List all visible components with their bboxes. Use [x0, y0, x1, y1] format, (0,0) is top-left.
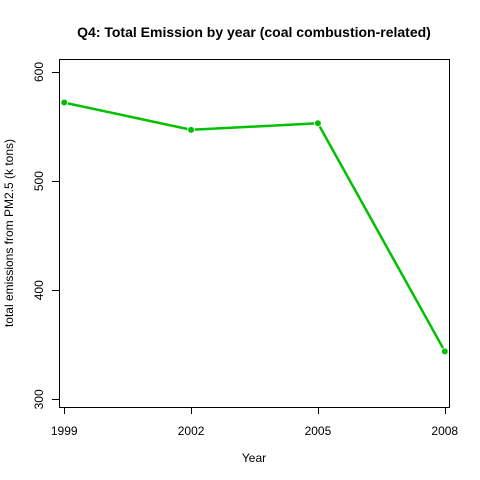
x-tick-label-2002: 2002	[178, 424, 205, 438]
data-point-2008	[440, 347, 449, 356]
x-axis: 1999 2002 2005 2008	[51, 407, 458, 438]
x-tick-label-2008: 2008	[431, 424, 458, 438]
y-tick-label-600: 600	[32, 62, 46, 82]
data-point-2005	[314, 119, 322, 128]
data-point-2002	[187, 126, 195, 134]
y-tick-label-400: 400	[32, 280, 46, 300]
series-line-0	[63, 101, 446, 352]
y-tick-label-500: 500	[32, 171, 46, 191]
data-point-1999	[60, 98, 69, 107]
y-axis: 300 400 500 600	[32, 62, 59, 409]
chart-title: Q4: Total Emission by year (coal combust…	[77, 24, 431, 40]
x-tick-label-2005: 2005	[305, 424, 332, 438]
x-axis-label: Year	[242, 451, 266, 465]
y-axis-label: total emissions from PM2.5 (k tons)	[2, 139, 16, 327]
series-layer	[60, 98, 449, 356]
y-tick-label-300: 300	[32, 389, 46, 409]
x-tick-label-1999: 1999	[51, 424, 78, 438]
plot-frame	[59, 59, 450, 408]
